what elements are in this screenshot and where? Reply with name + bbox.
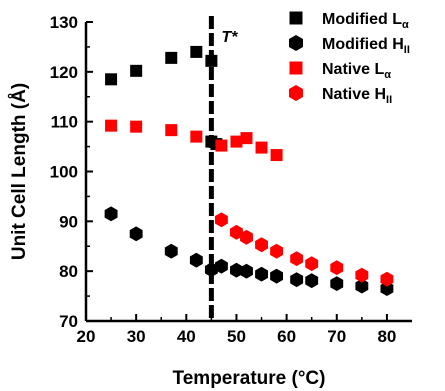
data-point <box>255 141 268 154</box>
x-tick-label: 40 <box>177 327 196 346</box>
data-point <box>270 268 284 284</box>
data-point <box>105 73 118 86</box>
data-point <box>305 273 319 289</box>
data-point <box>105 119 118 132</box>
data-point <box>330 260 344 276</box>
data-point <box>380 281 394 297</box>
axis-ticks: 20 30 40 50 60 70 80 70 80 90 100 110 120 130 <box>50 13 397 346</box>
y-tick-label: 120 <box>50 63 78 82</box>
data-point <box>205 54 218 67</box>
x-axis-label: Temperature (°C) <box>173 368 326 389</box>
y-tick-label: 100 <box>50 163 78 182</box>
data-point <box>270 243 284 259</box>
legend-label: Modified Lα <box>322 11 409 31</box>
legend-label-subscript: II <box>404 44 410 56</box>
data-point <box>305 256 319 272</box>
t-star-annotation: T* <box>208 16 238 321</box>
legend-label: Native Lα <box>322 61 391 81</box>
data-point <box>240 229 253 245</box>
x-tick-label: 50 <box>227 327 246 346</box>
data-point <box>215 139 228 152</box>
data-point <box>189 252 203 268</box>
y-tick-label: 70 <box>59 312 78 331</box>
legend-label-subscript: α <box>384 69 391 81</box>
y-tick-label: 130 <box>50 13 78 32</box>
legend-label-subscript: α <box>402 19 409 31</box>
series-4 <box>214 212 394 287</box>
data-point <box>290 251 304 267</box>
data-point <box>270 149 283 162</box>
t-star-label: T* <box>221 29 238 46</box>
data-point <box>255 266 268 282</box>
series-2 <box>104 206 394 297</box>
legend-marker <box>289 34 303 52</box>
data-point <box>230 135 243 148</box>
data-point <box>104 206 118 222</box>
data-point <box>165 51 178 64</box>
data-point <box>230 224 243 240</box>
data-point <box>230 262 243 278</box>
data-point <box>129 226 143 242</box>
data-point <box>380 271 394 287</box>
data-point <box>204 262 218 278</box>
data-point <box>240 263 253 279</box>
data-point <box>355 278 369 294</box>
data-point <box>255 237 268 253</box>
data-point <box>130 64 143 77</box>
x-tick-label: 80 <box>377 327 396 346</box>
legend-label: Native HII <box>322 86 392 106</box>
data-point <box>355 267 369 283</box>
data-point <box>190 45 203 58</box>
legend-label-subscript: II <box>386 94 392 106</box>
series-3 <box>105 119 283 162</box>
data-points <box>104 45 394 297</box>
data-point <box>165 124 178 137</box>
x-tick-label: 60 <box>277 327 296 346</box>
y-tick-label: 90 <box>59 212 78 231</box>
data-point <box>290 272 304 288</box>
data-point <box>330 276 344 292</box>
x-tick-label: 20 <box>77 327 96 346</box>
x-tick-label: 70 <box>327 327 346 346</box>
data-point <box>240 132 253 145</box>
y-axis-label: Unit Cell Length (Å) <box>9 83 30 260</box>
series-1 <box>105 45 223 151</box>
legend-marker <box>289 84 303 102</box>
y-tick-label: 80 <box>59 262 78 281</box>
data-point <box>164 243 178 259</box>
data-point <box>214 212 228 228</box>
data-point <box>214 258 228 274</box>
x-tick-label: 30 <box>127 327 146 346</box>
legend: Modified Lα Modified HII Native Lα Native H… <box>289 11 410 106</box>
data-point <box>130 120 143 133</box>
legend-marker <box>289 61 303 75</box>
y-tick-label: 110 <box>51 113 78 132</box>
legend-marker <box>289 11 303 25</box>
legend-label: Modified HII <box>322 36 410 56</box>
data-point <box>190 130 203 143</box>
